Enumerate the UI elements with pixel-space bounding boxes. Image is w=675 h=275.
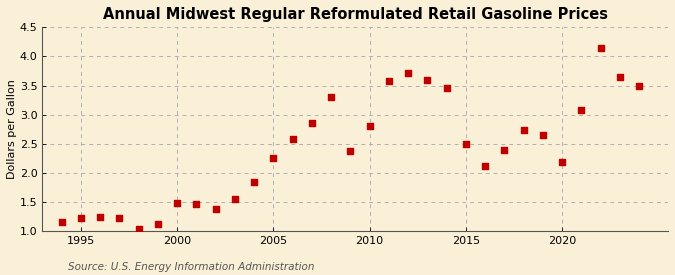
- Point: [76, 216, 86, 220]
- Point: [153, 222, 163, 226]
- Point: [95, 214, 105, 219]
- Point: [460, 142, 471, 146]
- Point: [230, 196, 240, 201]
- Point: [210, 207, 221, 211]
- Point: [403, 70, 414, 75]
- Point: [480, 164, 491, 168]
- Point: [171, 200, 182, 205]
- Point: [557, 160, 568, 164]
- Point: [133, 227, 144, 231]
- Point: [595, 45, 606, 50]
- Point: [56, 220, 67, 225]
- Point: [614, 75, 625, 79]
- Point: [422, 78, 433, 82]
- Point: [576, 108, 587, 112]
- Point: [634, 84, 645, 88]
- Y-axis label: Dollars per Gallon: Dollars per Gallon: [7, 79, 17, 179]
- Text: Source: U.S. Energy Information Administration: Source: U.S. Energy Information Administ…: [68, 262, 314, 272]
- Point: [499, 147, 510, 152]
- Point: [537, 133, 548, 137]
- Point: [441, 86, 452, 91]
- Point: [268, 156, 279, 161]
- Point: [288, 137, 298, 141]
- Point: [306, 121, 317, 126]
- Point: [345, 149, 356, 153]
- Point: [191, 202, 202, 206]
- Point: [114, 216, 125, 221]
- Point: [326, 94, 337, 99]
- Title: Annual Midwest Regular Reformulated Retail Gasoline Prices: Annual Midwest Regular Reformulated Reta…: [103, 7, 608, 22]
- Point: [364, 123, 375, 128]
- Point: [383, 79, 394, 84]
- Point: [518, 128, 529, 133]
- Point: [248, 180, 259, 184]
